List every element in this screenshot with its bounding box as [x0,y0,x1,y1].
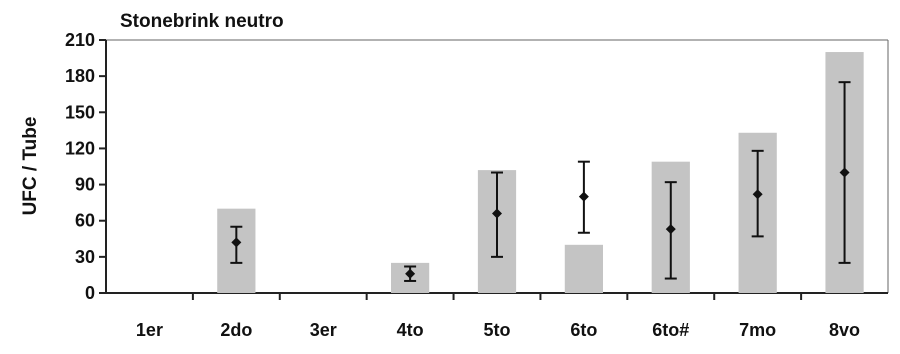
x-tick-label-3er: 3er [310,320,337,340]
x-tick-label-1er: 1er [136,320,163,340]
x-tick-label-2do: 2do [220,320,252,340]
y-tick-label-210: 210 [65,30,95,50]
x-tick-label-7mo: 7mo [739,320,776,340]
bars-group [217,52,864,293]
y-tick-label-30: 30 [75,247,95,267]
bar-6to [564,244,604,293]
x-tick-label-8vo: 8vo [829,320,860,340]
point-2do [231,237,242,248]
y-tick-label-120: 120 [65,138,95,158]
x-tick-label-5to: 5to [484,320,511,340]
error-bars-group [230,81,851,282]
x-tick-label-6to#: 6to# [652,320,689,340]
x-tick-label-4to: 4to [397,320,424,340]
point-6to# [665,224,676,235]
point-4to [405,268,416,279]
point-7mo [752,189,763,200]
chart-title: Stonebrink neutro [120,11,284,32]
y-axis-ticks: 0 30 60 90 120 150 180 210 [65,30,106,303]
x-tick-label-6to: 6to [570,320,597,340]
y-tick-label-180: 180 [65,66,95,86]
y-tick-label-60: 60 [75,211,95,231]
y-tick-label-90: 90 [75,175,95,195]
y-tick-label-150: 150 [65,102,95,122]
y-tick-label-0: 0 [85,283,95,303]
y-axis-label: UFC / Tube [20,117,41,216]
point-8vo [839,167,850,178]
x-axis-ticks: 1er 2do 3er 4to 5to 6to 6to# 7mo 8vo [136,293,860,340]
point-5to [492,208,502,219]
point-6to [578,191,589,202]
